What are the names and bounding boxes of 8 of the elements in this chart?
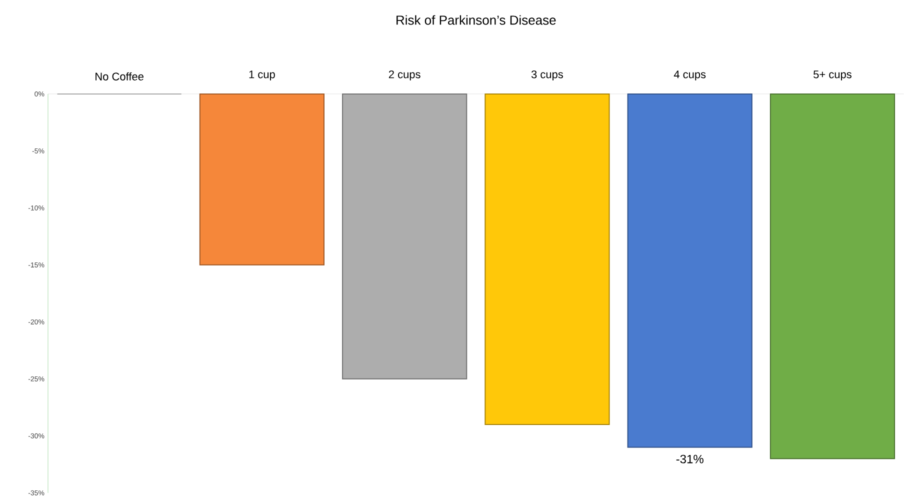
x-tick-label: 1 cup	[249, 70, 275, 80]
x-tick-label: 5+ cups	[814, 70, 852, 80]
data-label: -31%	[676, 454, 704, 464]
x-tick-label: 2 cups	[388, 70, 420, 80]
x-tick-label: No Coffee	[96, 72, 144, 80]
x-tick-label: 3 cups	[531, 70, 563, 80]
x-tick-label: 4 cups	[674, 70, 706, 80]
chart-title: Risk of Parkinson’s Disease	[396, 15, 556, 25]
